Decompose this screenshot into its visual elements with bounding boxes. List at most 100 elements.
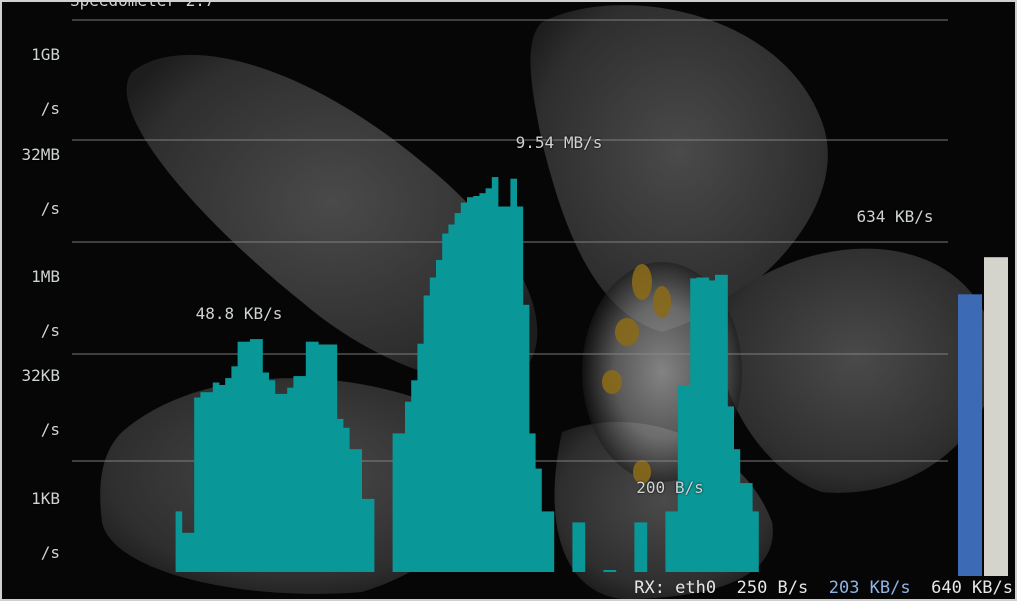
traffic-bar xyxy=(721,274,728,572)
traffic-bar xyxy=(677,385,685,572)
traffic-bar xyxy=(609,570,617,572)
traffic-bar xyxy=(231,366,238,572)
traffic-bar xyxy=(603,570,610,572)
peak-label: 634 KB/s xyxy=(856,207,934,226)
traffic-bar xyxy=(504,206,511,572)
interface-name: RX: eth0 xyxy=(634,578,717,598)
traffic-bar xyxy=(212,382,220,572)
traffic-bar xyxy=(361,498,369,572)
traffic-bar xyxy=(529,433,536,572)
traffic-bar xyxy=(715,274,722,572)
traffic-bar xyxy=(299,376,307,572)
traffic-bar xyxy=(572,522,579,572)
y-axis-label: 32KB /s xyxy=(21,366,60,439)
traffic-bar xyxy=(305,341,313,572)
traffic-bars xyxy=(175,177,759,573)
traffic-bar xyxy=(460,202,468,572)
traffic-bar xyxy=(485,188,493,573)
traffic-bar xyxy=(405,401,412,572)
traffic-bar xyxy=(398,433,406,572)
traffic-bar xyxy=(684,385,691,572)
traffic-bar xyxy=(696,277,703,572)
y-axis-label: 32MB /s xyxy=(21,145,60,218)
traffic-bar xyxy=(411,380,418,572)
traffic-bar xyxy=(181,532,189,572)
traffic-bar xyxy=(243,341,251,572)
traffic-bar xyxy=(423,295,431,572)
traffic-bar xyxy=(367,498,375,572)
traffic-bar xyxy=(634,522,641,572)
traffic-bar xyxy=(175,511,183,572)
traffic-bar xyxy=(541,511,548,572)
traffic-bar xyxy=(739,483,747,572)
traffic-bar xyxy=(665,511,672,572)
traffic-bar xyxy=(522,304,530,572)
max-rate: 640 KB/s xyxy=(931,578,1013,598)
traffic-bar xyxy=(498,206,505,572)
current-level-bars xyxy=(958,257,1008,576)
traffic-bar xyxy=(535,468,542,572)
traffic-bar xyxy=(702,277,710,572)
current-rx-rate: 203 KB/s xyxy=(828,578,911,598)
max-level-bar xyxy=(984,257,1008,576)
current-rx-level-bar xyxy=(958,294,982,576)
traffic-bar xyxy=(578,522,586,572)
y-axis-label: 1KB /s xyxy=(31,489,60,562)
traffic-bar xyxy=(727,406,734,572)
traffic-bar xyxy=(392,433,400,572)
petal-shape xyxy=(718,248,995,493)
traffic-bar xyxy=(467,197,474,572)
traffic-bar xyxy=(268,380,276,572)
traffic-bar xyxy=(640,522,648,572)
traffic-bar xyxy=(324,344,331,572)
traffic-bar xyxy=(250,339,257,572)
y-axis-label: 1GB /s xyxy=(31,45,60,118)
y-axis-label: 1MB /s xyxy=(31,267,60,340)
traffic-bar xyxy=(256,339,263,572)
traffic-bar xyxy=(479,193,486,572)
traffic-bar xyxy=(188,532,195,572)
traffic-bar xyxy=(312,341,319,572)
traffic-bar xyxy=(219,385,226,572)
traffic-bar xyxy=(200,392,207,572)
traffic-bar xyxy=(194,397,201,572)
traffic-bar xyxy=(330,344,338,572)
traffic-bar xyxy=(473,196,480,572)
traffic-bar xyxy=(355,449,362,572)
traffic-bar xyxy=(733,449,741,572)
traffic-bar xyxy=(225,378,232,572)
traffic-bar xyxy=(442,233,449,572)
total-rate: 250 B/s xyxy=(736,578,809,598)
traffic-bar xyxy=(429,277,437,572)
traffic-bar xyxy=(281,393,288,572)
traffic-bar xyxy=(436,260,443,572)
traffic-bar xyxy=(708,280,716,572)
traffic-bar xyxy=(206,392,214,572)
traffic-bar xyxy=(491,177,499,572)
peak-label: 9.54 MB/s xyxy=(515,133,603,152)
traffic-bar xyxy=(237,341,245,572)
peak-label: 200 B/s xyxy=(636,478,704,497)
traffic-bar xyxy=(671,511,679,572)
petal-shape xyxy=(530,5,828,332)
traffic-bar xyxy=(349,449,356,572)
traffic-bar xyxy=(448,224,455,572)
traffic-bar xyxy=(547,511,555,572)
traffic-bar xyxy=(262,372,269,572)
traffic-bar xyxy=(454,213,462,572)
traffic-bar xyxy=(752,511,759,572)
traffic-bar xyxy=(417,343,424,572)
traffic-bar xyxy=(343,427,350,572)
traffic-bar xyxy=(516,206,524,572)
traffic-bar xyxy=(336,418,344,572)
traffic-bar xyxy=(510,178,517,572)
traffic-bar xyxy=(287,387,294,572)
status-line: RX: eth0 250 B/s 203 KB/s 640 KB/s xyxy=(634,577,1013,599)
window-title: Speedometer 2.7 xyxy=(70,0,215,10)
traffic-bar xyxy=(293,376,300,572)
traffic-bar xyxy=(318,344,325,572)
traffic-bar xyxy=(690,278,697,572)
